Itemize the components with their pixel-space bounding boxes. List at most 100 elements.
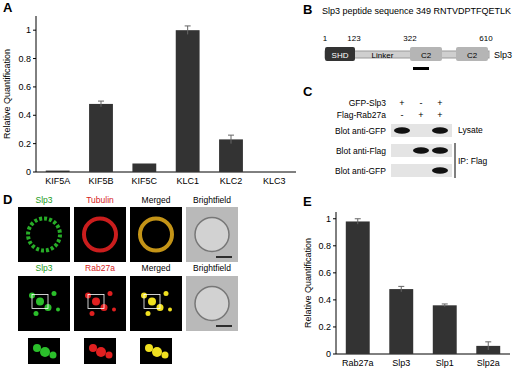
y-tick-label: 1	[326, 214, 331, 224]
cell-signal	[140, 219, 172, 251]
image-label: Merged	[142, 263, 171, 273]
inset-signal	[50, 352, 57, 359]
vesicle-signal	[92, 298, 100, 306]
y-tick	[333, 299, 336, 300]
y-axis	[36, 16, 37, 172]
vesicle-signal	[108, 291, 113, 296]
y-tick	[33, 172, 36, 173]
page: {"panel_labels": ["A", "B", "C", "D", "E…	[0, 0, 520, 373]
inset	[84, 338, 116, 364]
error-bar	[185, 26, 191, 35]
band	[432, 167, 448, 173]
inset-signal	[40, 347, 50, 357]
micrograph	[18, 276, 70, 331]
y-axis	[336, 212, 337, 354]
x-axis	[36, 172, 296, 173]
domain-label: C2	[467, 51, 478, 60]
inset-signal	[162, 352, 169, 359]
blot-strip	[391, 124, 452, 137]
vesicle-signal	[164, 291, 169, 296]
panel-label: E	[303, 194, 312, 209]
domain-box	[410, 47, 442, 61]
panel-label: A	[3, 0, 13, 15]
y-tick-label: 1	[26, 25, 31, 35]
error-cap	[98, 101, 104, 102]
peptide-marker	[413, 67, 429, 70]
blot-label: Blot anti-Flag	[336, 146, 386, 156]
blot-label: Blot anti-GFP	[335, 166, 386, 176]
vesicle-signal	[148, 298, 156, 306]
y-tick-label: 0.6	[318, 268, 331, 278]
y-tick	[333, 218, 336, 219]
y-tick-label: 0	[26, 167, 31, 177]
domain-label: SHD	[332, 51, 349, 60]
band	[432, 147, 448, 153]
vesicle-signal	[146, 311, 151, 316]
condition-sign: +	[437, 98, 442, 108]
vesicle-signal	[168, 308, 172, 312]
error-bar	[355, 219, 361, 224]
bar	[346, 221, 370, 354]
y-tick	[33, 86, 36, 87]
scale-bar	[216, 256, 232, 258]
error-bar	[228, 135, 234, 144]
condition-sign: +	[399, 98, 404, 108]
micrograph	[130, 207, 182, 262]
image-label: Merged	[142, 195, 171, 205]
error-cap	[185, 25, 191, 26]
bar	[46, 171, 70, 172]
position-label: 610	[479, 34, 493, 43]
inset-signal	[89, 344, 97, 352]
y-tick	[333, 354, 336, 355]
inset-box	[88, 295, 104, 309]
domain-box	[456, 47, 488, 61]
panel-label: C	[303, 84, 313, 99]
y-tick	[33, 58, 36, 59]
bar	[132, 163, 156, 172]
inset-signal	[145, 344, 153, 352]
inset	[140, 338, 172, 364]
x-tick-label: KLC3	[263, 176, 286, 186]
vesicle-signal	[112, 308, 116, 312]
vesicle-signal	[34, 311, 39, 316]
cell-outline	[195, 287, 229, 321]
error-stem	[401, 286, 402, 291]
blot-strip	[391, 164, 452, 177]
y-tick-label: 0.8	[318, 241, 331, 251]
cell-signal	[28, 219, 60, 251]
micrograph	[18, 207, 70, 262]
y-tick-label: 0.2	[18, 139, 31, 149]
image-label: Tubulin	[86, 195, 114, 205]
error-cap	[355, 218, 361, 219]
image-label: Rab27a	[85, 263, 115, 273]
inset-signal	[106, 352, 113, 359]
band	[413, 147, 429, 153]
error-bar	[98, 101, 104, 107]
inset-box	[144, 295, 160, 309]
vesicle-signal	[36, 298, 44, 306]
y-tick-label: 0	[326, 349, 331, 359]
vesicle-signal	[90, 311, 95, 316]
y-tick-label: 0.4	[318, 295, 331, 305]
x-tick-label: Slp2a	[477, 358, 500, 368]
panel-label: D	[3, 192, 12, 207]
error-stem	[101, 101, 102, 107]
condition-sign: +	[437, 110, 442, 120]
condition-label: Flag-Rab27a	[337, 110, 386, 120]
micrograph	[74, 207, 126, 262]
condition-sign: -	[401, 110, 404, 120]
domain-label: Linker	[372, 51, 394, 60]
vesicle-signal	[56, 308, 60, 312]
micrograph	[130, 276, 182, 331]
error-cap	[228, 135, 234, 136]
bar	[389, 289, 413, 354]
y-axis-label: Relative Quantification	[2, 49, 12, 139]
bar	[176, 30, 200, 172]
cell-outline	[195, 218, 229, 252]
inset-signal	[152, 347, 162, 357]
x-tick-label: Slp1	[436, 358, 454, 368]
y-tick	[333, 272, 336, 273]
y-tick	[33, 115, 36, 116]
error-cap	[442, 303, 448, 304]
peptide-title: Slp3 peptide sequence 349 RNTVDPTFQETLK	[322, 6, 511, 16]
